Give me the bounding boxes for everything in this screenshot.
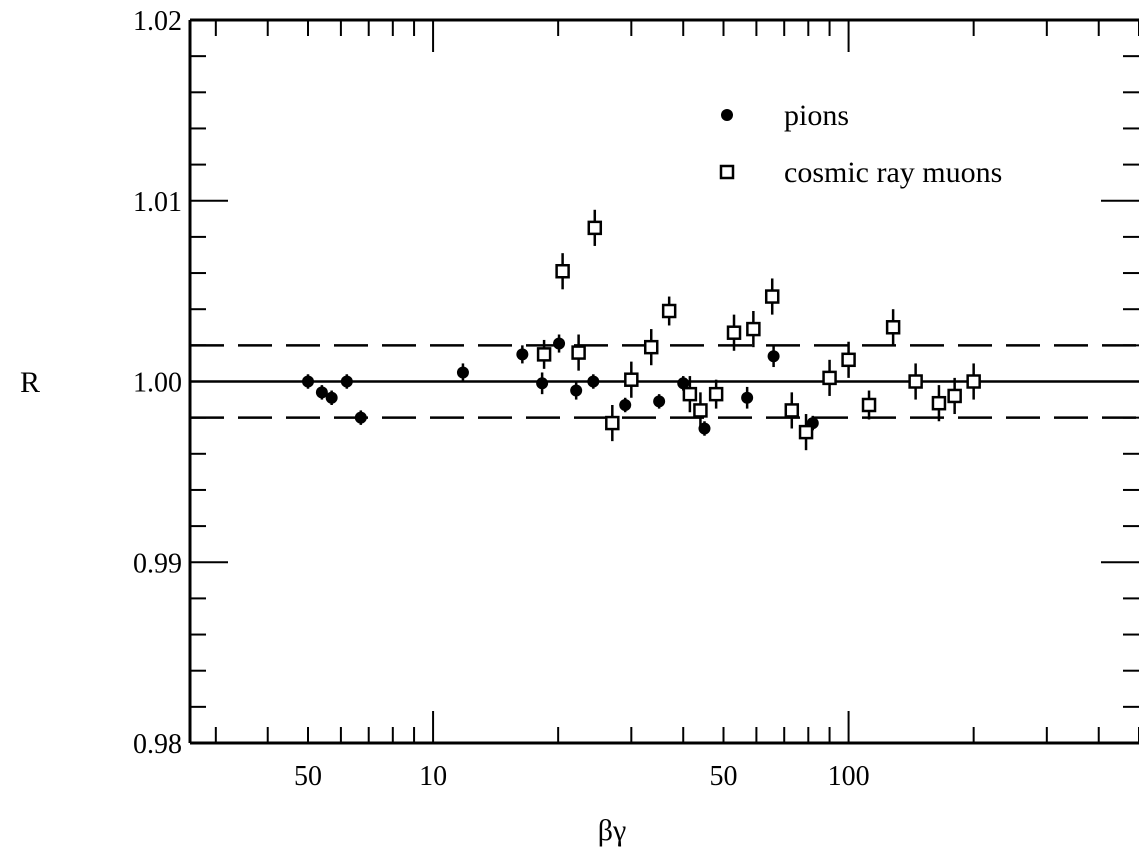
axes: 0.98 0.99 1.00 1.01 1.02 50 10 50 100	[133, 6, 1139, 792]
data-point-muon	[643, 339, 659, 355]
data-point-muon	[798, 424, 814, 440]
x-tick-label: 100	[828, 761, 870, 792]
x-tick-label: 50	[294, 761, 322, 792]
series-layer	[302, 209, 981, 451]
y-tick-label: 0.99	[133, 548, 182, 579]
data-point-pion	[553, 337, 566, 350]
series-pions	[302, 334, 819, 436]
data-point-muon	[966, 374, 981, 389]
legend: pions cosmic ray muons	[719, 99, 1002, 189]
data-point-pion	[741, 391, 754, 404]
data-point-muon	[571, 345, 586, 360]
data-point-muon	[885, 320, 901, 335]
data-point-pion	[354, 411, 367, 424]
data-point-pion	[302, 375, 315, 388]
data-point-muon	[661, 303, 677, 319]
data-point-muon	[555, 263, 570, 279]
data-point-muon	[822, 370, 837, 386]
y-axis-title: R	[20, 366, 40, 399]
data-point-muon	[624, 372, 639, 387]
data-point-muon	[908, 374, 923, 389]
x-axis-title: βγ	[598, 814, 627, 847]
data-point-muon	[947, 388, 962, 404]
x-tick-label: 50	[710, 761, 738, 792]
data-point-muon	[746, 321, 761, 337]
data-point-pion	[516, 348, 529, 361]
legend-marker-pions	[721, 109, 733, 121]
series-cosmic-ray-muons	[536, 209, 981, 451]
data-point-pion	[325, 391, 338, 404]
data-point-muon	[587, 220, 603, 236]
data-point-pion	[340, 375, 353, 388]
legend-marker-muons	[719, 164, 735, 180]
data-point-muon	[693, 403, 708, 418]
data-point-muon	[931, 395, 947, 411]
data-point-muon	[784, 403, 800, 418]
data-point-pion	[677, 377, 690, 390]
data-point-muon	[605, 415, 620, 431]
data-point-pion	[619, 398, 632, 411]
data-point-pion	[587, 375, 600, 388]
data-point-pion	[570, 384, 583, 397]
data-point-muon	[682, 386, 698, 402]
y-tick-label: 0.98	[133, 729, 182, 760]
x-tick-label: 10	[419, 761, 447, 792]
legend-label: pions	[784, 99, 849, 132]
data-point-muon	[726, 325, 742, 340]
y-tick-label: 1.00	[133, 368, 182, 399]
data-point-pion	[653, 395, 666, 408]
data-point-pion	[536, 377, 549, 390]
reference-lines	[190, 344, 1139, 419]
data-point-muon	[841, 352, 856, 368]
data-point-pion	[315, 386, 328, 399]
data-point-pion	[456, 366, 469, 379]
data-point-muon	[708, 386, 724, 402]
y-tick-label: 1.01	[133, 187, 182, 218]
legend-label: cosmic ray muons	[784, 156, 1002, 189]
data-point-muon	[536, 347, 552, 362]
data-point-muon	[861, 397, 877, 413]
y-tick-label: 1.02	[133, 6, 182, 37]
data-point-muon	[764, 289, 780, 304]
data-point-pion	[767, 350, 780, 363]
